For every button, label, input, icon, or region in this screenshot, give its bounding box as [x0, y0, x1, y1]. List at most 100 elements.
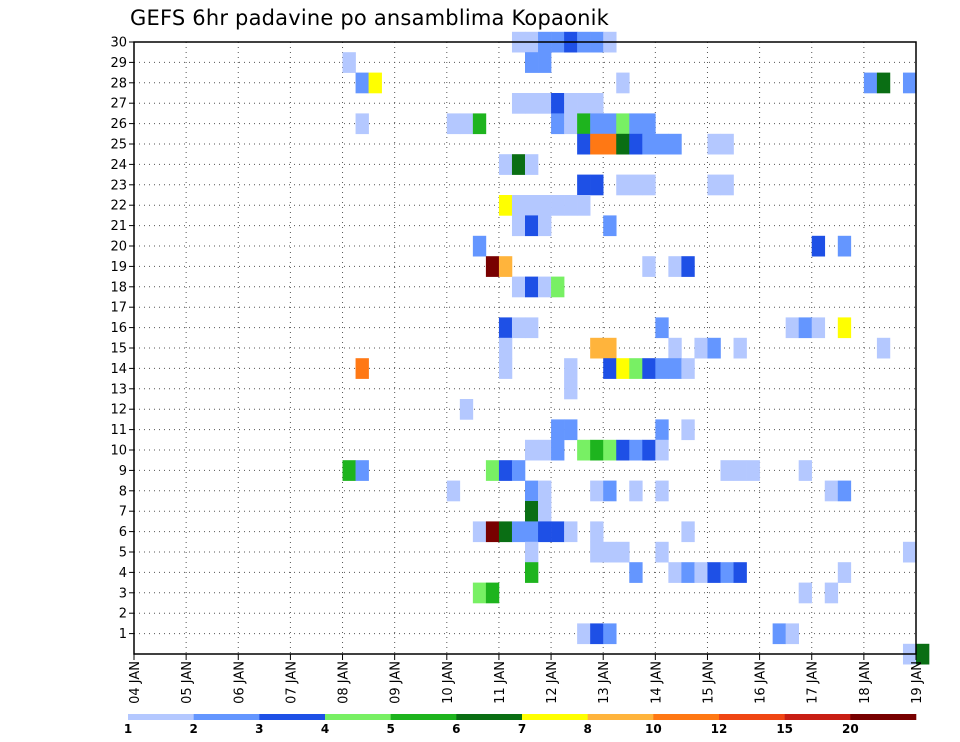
- y-tick-label: 7: [119, 505, 127, 520]
- precip-cell: [525, 215, 539, 237]
- precip-cell: [707, 562, 721, 583]
- precip-cell: [446, 113, 461, 135]
- precip-cell: [681, 256, 695, 277]
- precip-cell: [668, 133, 682, 155]
- precip-cell: [355, 72, 369, 94]
- y-tick-label: 8: [119, 484, 127, 499]
- precip-cell: [498, 154, 513, 175]
- precip-cell: [525, 480, 539, 502]
- precip-cell: [564, 113, 578, 135]
- legend-label: 15: [776, 722, 793, 736]
- precip-cell: [590, 174, 604, 196]
- precip-cell: [368, 72, 382, 94]
- y-tick-label: 13: [110, 382, 127, 397]
- precip-cell: [720, 460, 734, 481]
- legend-swatch: [522, 714, 588, 720]
- precip-cell: [629, 480, 643, 502]
- y-tick-label: 4: [119, 566, 127, 581]
- precip-cell: [616, 439, 630, 461]
- precip-cell: [538, 521, 552, 543]
- precip-cell: [811, 235, 826, 257]
- precip-cell: [798, 460, 813, 481]
- legend-label: 6: [452, 722, 460, 736]
- precip-cell: [564, 378, 578, 400]
- precip-cell: [824, 582, 839, 604]
- precip-cell: [485, 582, 500, 604]
- precip-cell: [551, 195, 565, 216]
- y-tick-label: 6: [119, 525, 127, 540]
- precip-cell: [538, 439, 552, 461]
- precip-cell: [837, 317, 852, 339]
- precip-cell: [446, 480, 461, 502]
- precip-cell: [603, 133, 617, 155]
- precip-cell: [603, 623, 617, 645]
- precip-cell: [642, 256, 656, 277]
- precip-cell: [655, 358, 669, 379]
- precip-cell: [538, 52, 552, 73]
- x-tick-label: 16 JAN: [754, 661, 769, 704]
- precip-cell: [355, 460, 369, 481]
- x-tick-label: 18 JAN: [858, 661, 873, 704]
- precip-cell: [538, 215, 552, 237]
- precip-cell: [525, 541, 539, 563]
- x-tick-label: 08 JAN: [337, 661, 352, 704]
- precip-cell: [525, 317, 539, 339]
- precip-cell: [668, 256, 682, 277]
- precip-cell: [837, 480, 852, 502]
- y-tick-label: 10: [110, 444, 127, 459]
- precip-cell: [472, 113, 487, 135]
- precip-cell: [564, 419, 578, 441]
- precip-cell: [355, 113, 369, 135]
- precip-cell: [459, 399, 474, 420]
- y-tick-label: 15: [110, 342, 127, 357]
- precip-cell: [564, 521, 578, 543]
- legend-label: 1: [124, 722, 132, 736]
- legend-swatch: [325, 714, 391, 720]
- precip-cell: [590, 93, 604, 114]
- precip-cell: [616, 113, 630, 135]
- precip-cell: [863, 72, 878, 94]
- y-tick-label: 2: [119, 607, 127, 622]
- legend-label: 12: [711, 722, 728, 736]
- y-tick-label: 24: [110, 158, 127, 173]
- precip-cell: [707, 174, 721, 196]
- y-tick-label: 20: [110, 240, 127, 255]
- x-tick-label: 04 JAN: [128, 661, 143, 704]
- precip-cell: [525, 154, 539, 175]
- precip-cell: [590, 113, 604, 135]
- y-tick-label: 18: [110, 280, 127, 295]
- precip-cell: [603, 480, 617, 502]
- precip-cell: [590, 521, 604, 543]
- precip-cell: [707, 337, 721, 359]
- color-legend: 1 2 3 4 5 6 7 8 10 12 15 20: [124, 714, 917, 736]
- legend-label: 7: [518, 722, 526, 736]
- precip-cell: [551, 439, 565, 461]
- legend-swatch: [128, 714, 194, 720]
- y-tick-label: 3: [119, 586, 127, 601]
- precip-cell: [681, 562, 695, 583]
- precip-cell: [668, 337, 682, 359]
- precip-cell: [720, 133, 734, 155]
- precip-cell: [668, 358, 682, 379]
- precip-cell: [629, 174, 643, 196]
- precip-cell: [616, 174, 630, 196]
- precip-cell: [511, 460, 526, 481]
- precip-cell: [498, 358, 513, 379]
- precip-cell: [538, 276, 552, 298]
- precip-cell: [511, 317, 526, 339]
- y-tick-label: 22: [110, 199, 127, 214]
- x-tick-label: 13 JAN: [597, 661, 612, 704]
- precip-cell: [655, 317, 669, 339]
- precip-cell: [511, 276, 526, 298]
- legend-label: 4: [321, 722, 329, 736]
- precip-cell: [590, 480, 604, 502]
- precip-cell: [511, 195, 526, 216]
- precip-cell: [525, 52, 539, 73]
- y-tick-label: 30: [110, 36, 127, 51]
- y-tick-label: 23: [110, 178, 127, 193]
- legend-label: 2: [189, 722, 197, 736]
- x-tick-label: 09 JAN: [389, 661, 404, 704]
- precip-cell: [459, 113, 474, 135]
- precip-cell: [603, 358, 617, 379]
